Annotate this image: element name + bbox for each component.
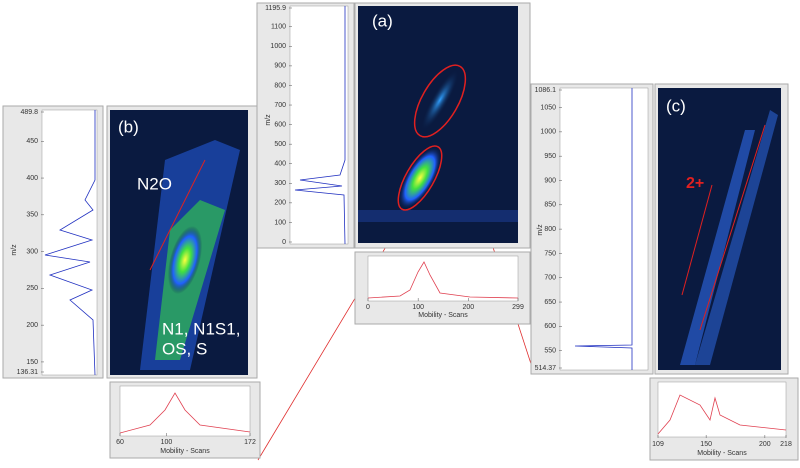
panel-label: (b) bbox=[118, 117, 139, 136]
y-tick-label: 300 bbox=[274, 180, 286, 187]
y-tick-label: 350 bbox=[26, 212, 38, 219]
y-axis-label: m/z bbox=[537, 224, 544, 236]
x-tick-label: 100 bbox=[161, 439, 173, 446]
x-tick-label: 150 bbox=[700, 441, 712, 448]
x-tick-label: 100 bbox=[412, 304, 424, 311]
y-tick-label: 400 bbox=[26, 175, 38, 182]
y-tick-label: 1100 bbox=[271, 24, 286, 31]
y-axis-label: m/z bbox=[265, 114, 272, 126]
x-axis-label: Mobility - Scans bbox=[697, 450, 747, 457]
annotation: N2O bbox=[137, 174, 172, 193]
x-tick-label: 200 bbox=[462, 304, 474, 311]
panel-label: (c) bbox=[666, 96, 686, 115]
y-axis-label: m/z bbox=[11, 244, 18, 256]
x-tick-label: 299 bbox=[512, 304, 524, 311]
x-tick-label: 109 bbox=[652, 441, 664, 448]
y-tick-label: 950 bbox=[544, 153, 556, 160]
x-tick-label: 218 bbox=[780, 441, 792, 448]
y-tick-label: 200 bbox=[26, 322, 38, 329]
y-tick-label: 700 bbox=[274, 102, 286, 109]
x-tick-label: 0 bbox=[366, 304, 370, 311]
annotation: N1, N1S1, bbox=[162, 319, 240, 338]
y-tick-label: 850 bbox=[544, 202, 556, 209]
y-tick-label: 500 bbox=[274, 141, 286, 148]
x-tick-label: 200 bbox=[759, 441, 771, 448]
y-tick-label: 300 bbox=[26, 248, 38, 255]
y-tick-label: 550 bbox=[544, 348, 556, 355]
y-tick-label: 100 bbox=[274, 219, 286, 226]
y-tick-label: 0 bbox=[282, 239, 286, 246]
y-tick-label: 1050 bbox=[540, 104, 556, 111]
panel-label: (a) bbox=[372, 11, 393, 30]
y-tick-label: 650 bbox=[544, 299, 556, 306]
x-axis-label: Mobility - Scans bbox=[160, 448, 210, 455]
y-tick-label: 750 bbox=[544, 250, 556, 257]
y-tick-label: 800 bbox=[274, 82, 286, 89]
x-axis-label: Mobility - Scans bbox=[418, 312, 468, 319]
y-tick-label: 1000 bbox=[270, 43, 286, 50]
panel-a bbox=[256, 2, 531, 325]
panel-c bbox=[530, 83, 799, 461]
y-tick-label: 600 bbox=[274, 121, 286, 128]
y-tick-label: 800 bbox=[544, 226, 556, 233]
annotation: 2+ bbox=[686, 175, 704, 192]
panel-b bbox=[2, 105, 261, 459]
y-tick-label: 1086.1 bbox=[535, 87, 557, 94]
y-tick-label: 200 bbox=[274, 200, 286, 207]
y-tick-label: 489.8 bbox=[20, 109, 38, 116]
x-tick-label: 172 bbox=[244, 439, 256, 446]
y-tick-label: 450 bbox=[26, 138, 38, 145]
x-tick-label: 60 bbox=[116, 439, 124, 446]
y-tick-label: 700 bbox=[544, 275, 556, 282]
y-tick-label: 250 bbox=[26, 285, 38, 292]
y-tick-label: 900 bbox=[544, 177, 556, 184]
y-tick-label: 514.37 bbox=[535, 365, 557, 372]
annotation: OS, S bbox=[162, 339, 207, 358]
y-tick-label: 150 bbox=[26, 359, 38, 366]
y-tick-label: 1000 bbox=[540, 129, 556, 136]
y-tick-label: 1195.9 bbox=[265, 5, 286, 12]
y-tick-label: 400 bbox=[274, 161, 286, 168]
y-tick-label: 600 bbox=[544, 323, 556, 330]
y-tick-label: 900 bbox=[274, 63, 286, 70]
y-tick-label: 136.31 bbox=[17, 369, 39, 376]
